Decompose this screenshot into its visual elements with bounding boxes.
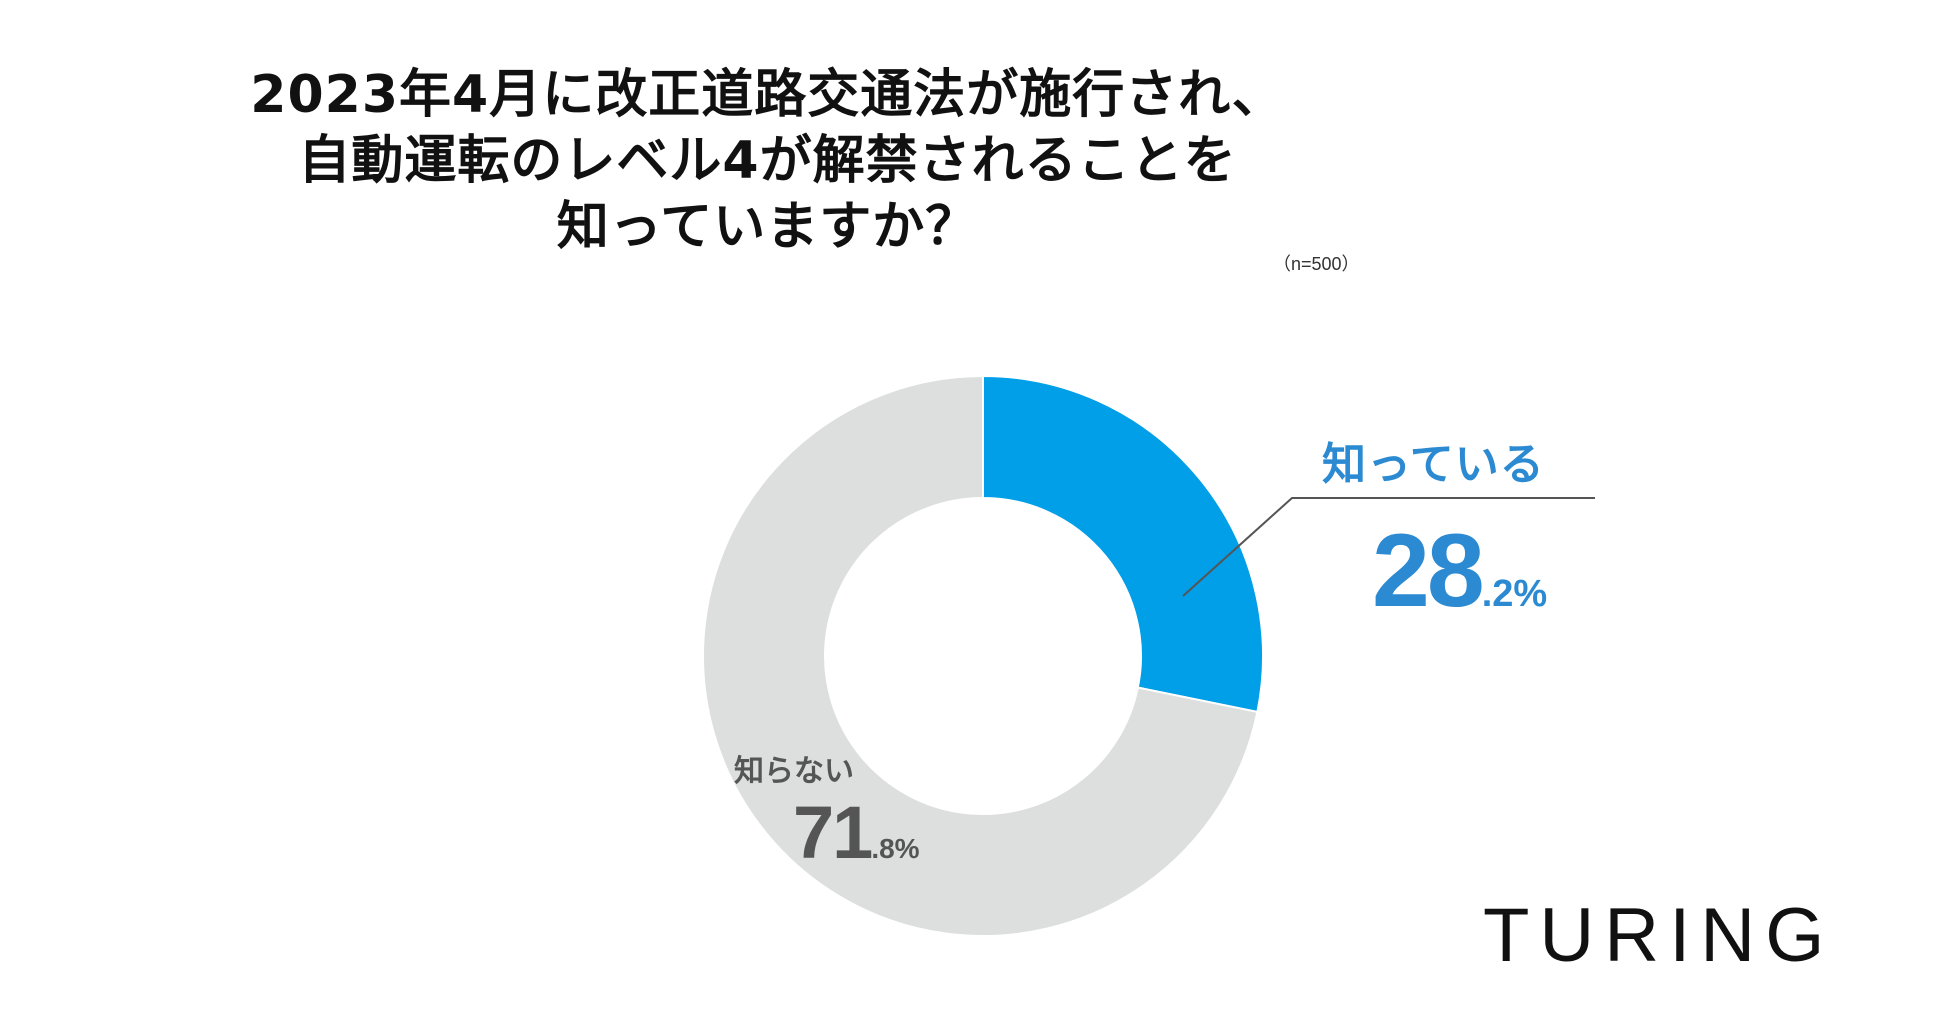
slice-value-known-dec: .2% (1481, 573, 1548, 615)
donut-slices (702, 374, 1264, 937)
slice-label-unknown: 知らない (734, 754, 854, 789)
leader-line (1182, 497, 1595, 597)
donut-slice-known (982, 374, 1264, 714)
slice-label-known: 知っている (1322, 439, 1545, 490)
slice-value-unknown: 71.8% (793, 790, 920, 875)
sample-size-note: （n=500） (1273, 254, 1360, 274)
chart-title: 2023年4月に改正道路交通法が施行され、 自動運転のレベル4が解禁されることを… (0, 62, 1535, 260)
slice-value-unknown-dec: .8% (871, 833, 920, 864)
donut-slice-unknown (702, 374, 1259, 937)
turing-logo: TURING (1483, 893, 1835, 978)
slice-value-known: 28.2% (1372, 512, 1547, 631)
slice-value-known-int: 28 (1372, 513, 1485, 629)
slice-value-unknown-int: 71 (793, 791, 873, 874)
title-line-3: 知っていますか？ (556, 197, 979, 257)
title-line-2: 自動運転のレベル4が解禁されることを (298, 131, 1237, 191)
title-line-1: 2023年4月に改正道路交通法が施行され、 (250, 65, 1285, 125)
